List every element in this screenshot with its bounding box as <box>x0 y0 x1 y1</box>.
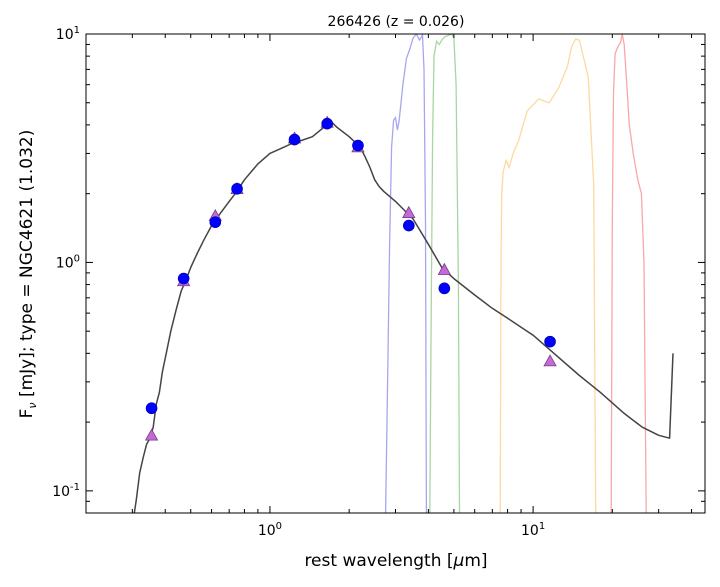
y-tick-label: 101 <box>56 25 80 43</box>
y-tick-label: 100 <box>56 253 80 271</box>
model-photometry-point <box>437 262 452 275</box>
observed-point <box>402 219 415 232</box>
photometry-points <box>144 115 557 441</box>
filter-curve-w3 <box>499 38 597 513</box>
model-spectrum-line <box>133 120 674 513</box>
observed-point <box>288 133 301 146</box>
observed-point <box>177 272 190 285</box>
observed-point <box>352 139 364 152</box>
model-spectrum <box>133 120 674 513</box>
y-axis-label: Fν [mJy]; type = NGC4621 (1.032) <box>17 130 39 419</box>
x-axis-label: rest wavelength [μm] <box>304 551 487 571</box>
y-tick-label: 10-1 <box>52 482 80 500</box>
model-photometry-point <box>543 354 557 367</box>
observed-point <box>438 282 451 295</box>
observed-point <box>231 183 243 195</box>
axis-ticks: 100 101 10-1 100 101 <box>52 25 705 539</box>
filter-curve-w2 <box>429 34 461 513</box>
filter-curve-w4 <box>610 34 647 513</box>
observed-point <box>544 335 556 348</box>
observed-point <box>209 216 222 229</box>
filter-curves <box>384 34 647 513</box>
model-photometry-point <box>144 428 159 441</box>
model-photometry-point <box>402 205 416 218</box>
x-tick-label: 100 <box>258 521 282 539</box>
observed-point <box>145 402 158 415</box>
x-tick-label: 101 <box>521 521 545 539</box>
filter-curve-w1 <box>384 34 428 513</box>
chart-title: 266426 (z = 0.026) <box>328 14 465 30</box>
observed-point <box>321 117 333 130</box>
